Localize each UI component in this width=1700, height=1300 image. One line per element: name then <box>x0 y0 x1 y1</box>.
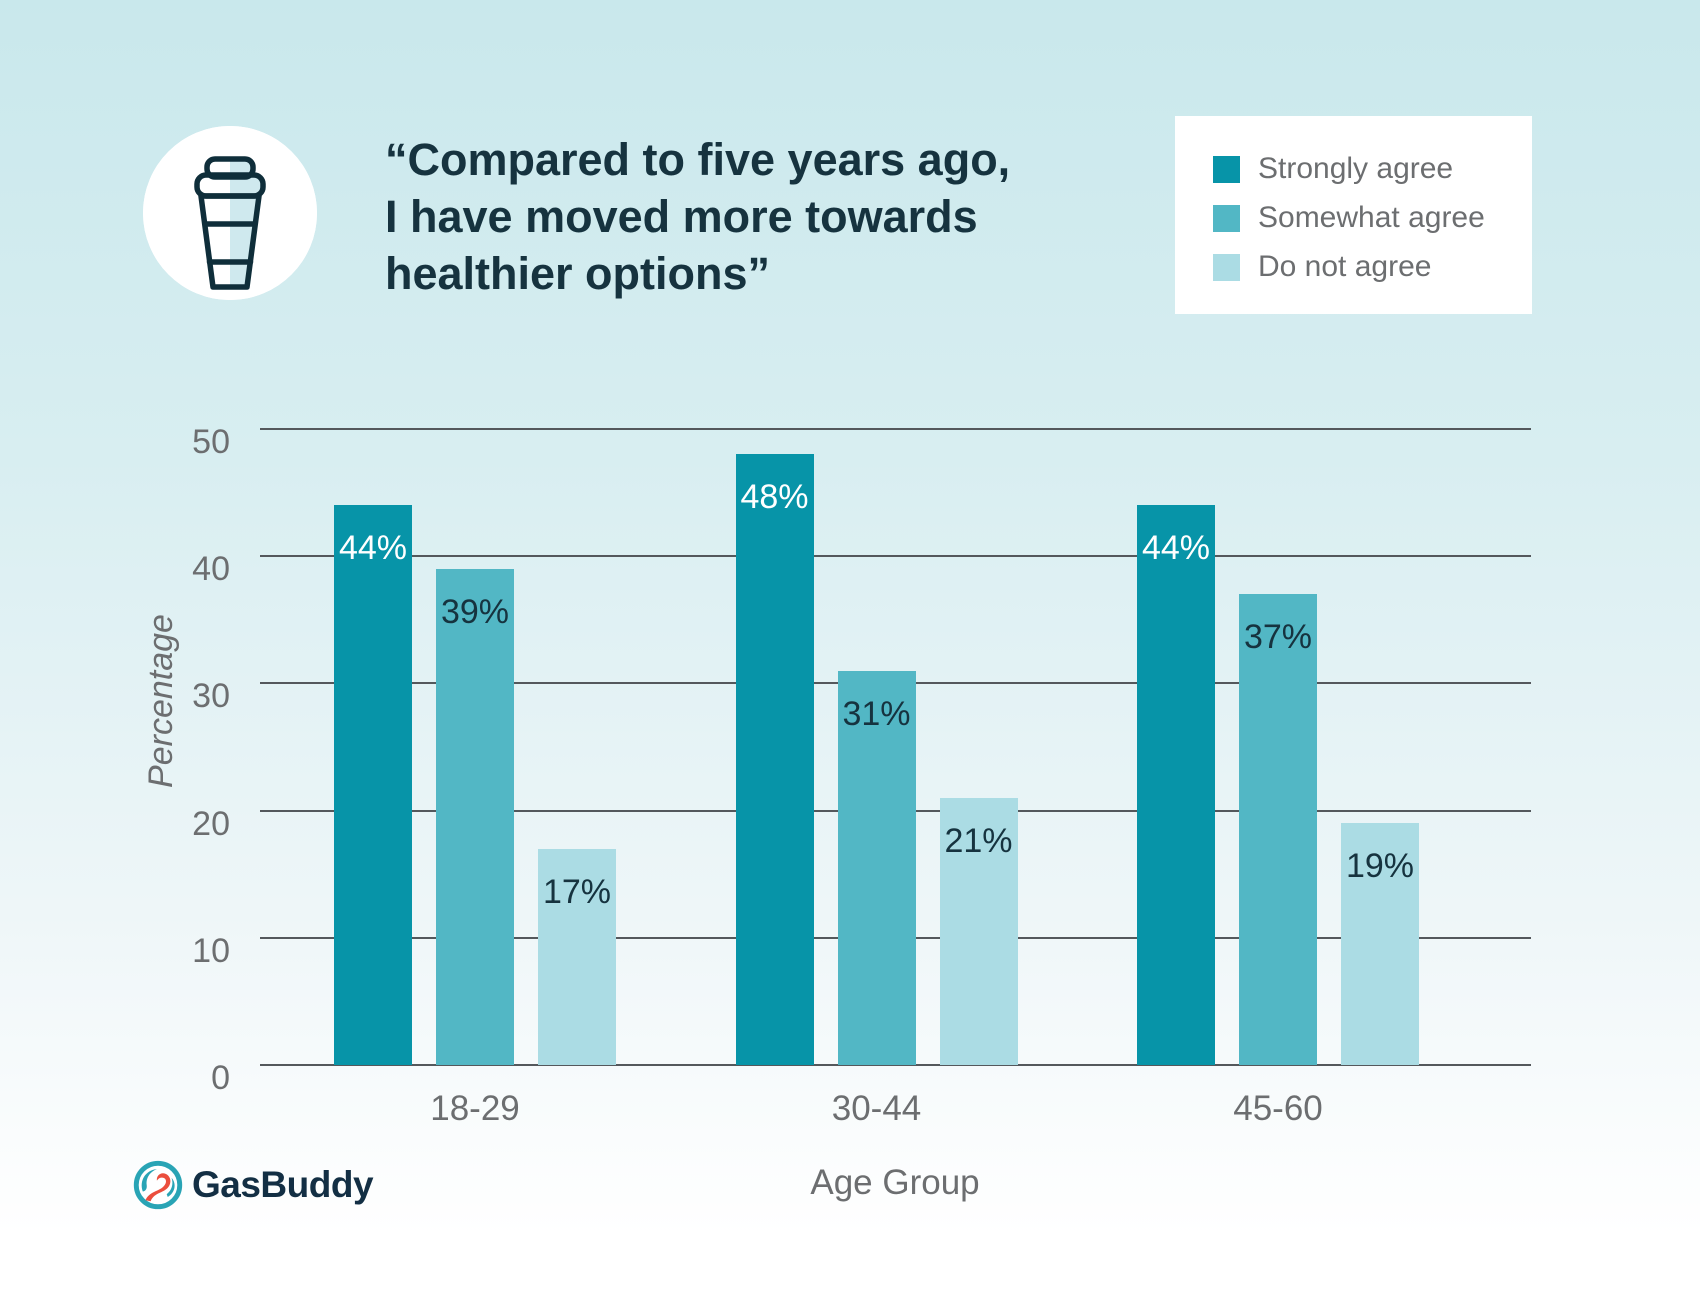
coffee-cup-icon <box>143 126 317 300</box>
x-axis-line <box>260 1064 1531 1066</box>
y-tick-10: 10 <box>192 931 230 970</box>
bar-value-label: 31% <box>842 694 911 733</box>
y-tick-30: 30 <box>192 677 230 716</box>
bar-value-label: 21% <box>944 821 1013 860</box>
legend-swatch-3 <box>1213 253 1240 281</box>
bar-value-label: 39% <box>440 592 510 631</box>
bar-value-label: 48% <box>740 478 809 517</box>
x-axis-title: Age Group <box>810 1163 980 1202</box>
legend-swatch-1 <box>1213 155 1240 183</box>
title-line-1: “Compared to five years ago, <box>385 134 1011 185</box>
plot-area: 50 40 30 20 10 0 44% 39% 17% 18-29 48% 31% 21% 30-44 4… <box>192 423 1531 1128</box>
legend-label: Somewhat agree <box>1258 201 1485 234</box>
gridline-50 <box>260 428 1531 430</box>
bar-strongly-agree-30-44: 48% <box>735 454 814 1065</box>
x-tick-30-44: 30-44 <box>831 1089 922 1128</box>
legend-item-do-not-agree: Do not agree <box>1213 250 1532 284</box>
legend-swatch-2 <box>1213 204 1240 232</box>
bar-value-label: 17% <box>542 872 612 911</box>
bar-do-not-agree-45-60: 19% <box>1341 823 1419 1065</box>
title-line-3: healthier options” <box>385 248 771 299</box>
logo-swirl-top <box>141 1169 157 1192</box>
legend-item-somewhat-agree: Somewhat agree <box>1213 201 1532 235</box>
y-tick-0: 0 <box>211 1059 230 1097</box>
bar-somewhat-agree-30-44: 31% <box>837 670 916 1065</box>
y-axis-title: Percentage <box>142 614 180 788</box>
bar-strongly-agree-18-29: 44% <box>334 505 412 1065</box>
title-line-2: I have moved more towards <box>385 191 978 242</box>
legend-label: Do not agree <box>1258 250 1432 283</box>
bar-somewhat-agree-18-29: 39% <box>436 568 514 1065</box>
y-tick-20: 20 <box>192 804 230 843</box>
chart-title: “Compared to five years ago, I have move… <box>385 131 1145 302</box>
bar-value-label: 37% <box>1243 618 1313 657</box>
bar-value-label: 19% <box>1345 847 1415 886</box>
x-tick-45-60: 45-60 <box>1233 1089 1323 1128</box>
x-tick-18-29: 18-29 <box>430 1089 520 1128</box>
bar-do-not-agree-18-29: 17% <box>538 848 616 1065</box>
bar-do-not-agree-30-44: 21% <box>939 797 1018 1065</box>
gridline-40 <box>260 555 1531 558</box>
logo-road <box>145 1173 171 1202</box>
y-tick-50: 50 <box>192 423 230 461</box>
bar-somewhat-agree-45-60: 37% <box>1239 594 1317 1065</box>
gasbuddy-brand: GasBuddy <box>133 1160 374 1210</box>
bar-value-label: 44% <box>338 529 408 568</box>
gasbuddy-wordmark: GasBuddy <box>192 1164 374 1205</box>
y-tick-40: 40 <box>192 550 230 589</box>
coffee-cup-badge <box>143 126 317 300</box>
legend: Strongly agree Somewhat agree Do not agree <box>1175 116 1532 314</box>
logo-swirl-bottom <box>166 1177 175 1197</box>
gasbuddy-logo-icon <box>133 1160 183 1210</box>
legend-label: Strongly agree <box>1258 152 1454 185</box>
bar-strongly-agree-45-60: 44% <box>1137 505 1215 1065</box>
legend-item-strongly-agree: Strongly agree <box>1213 152 1532 186</box>
bar-value-label: 44% <box>1141 529 1211 568</box>
